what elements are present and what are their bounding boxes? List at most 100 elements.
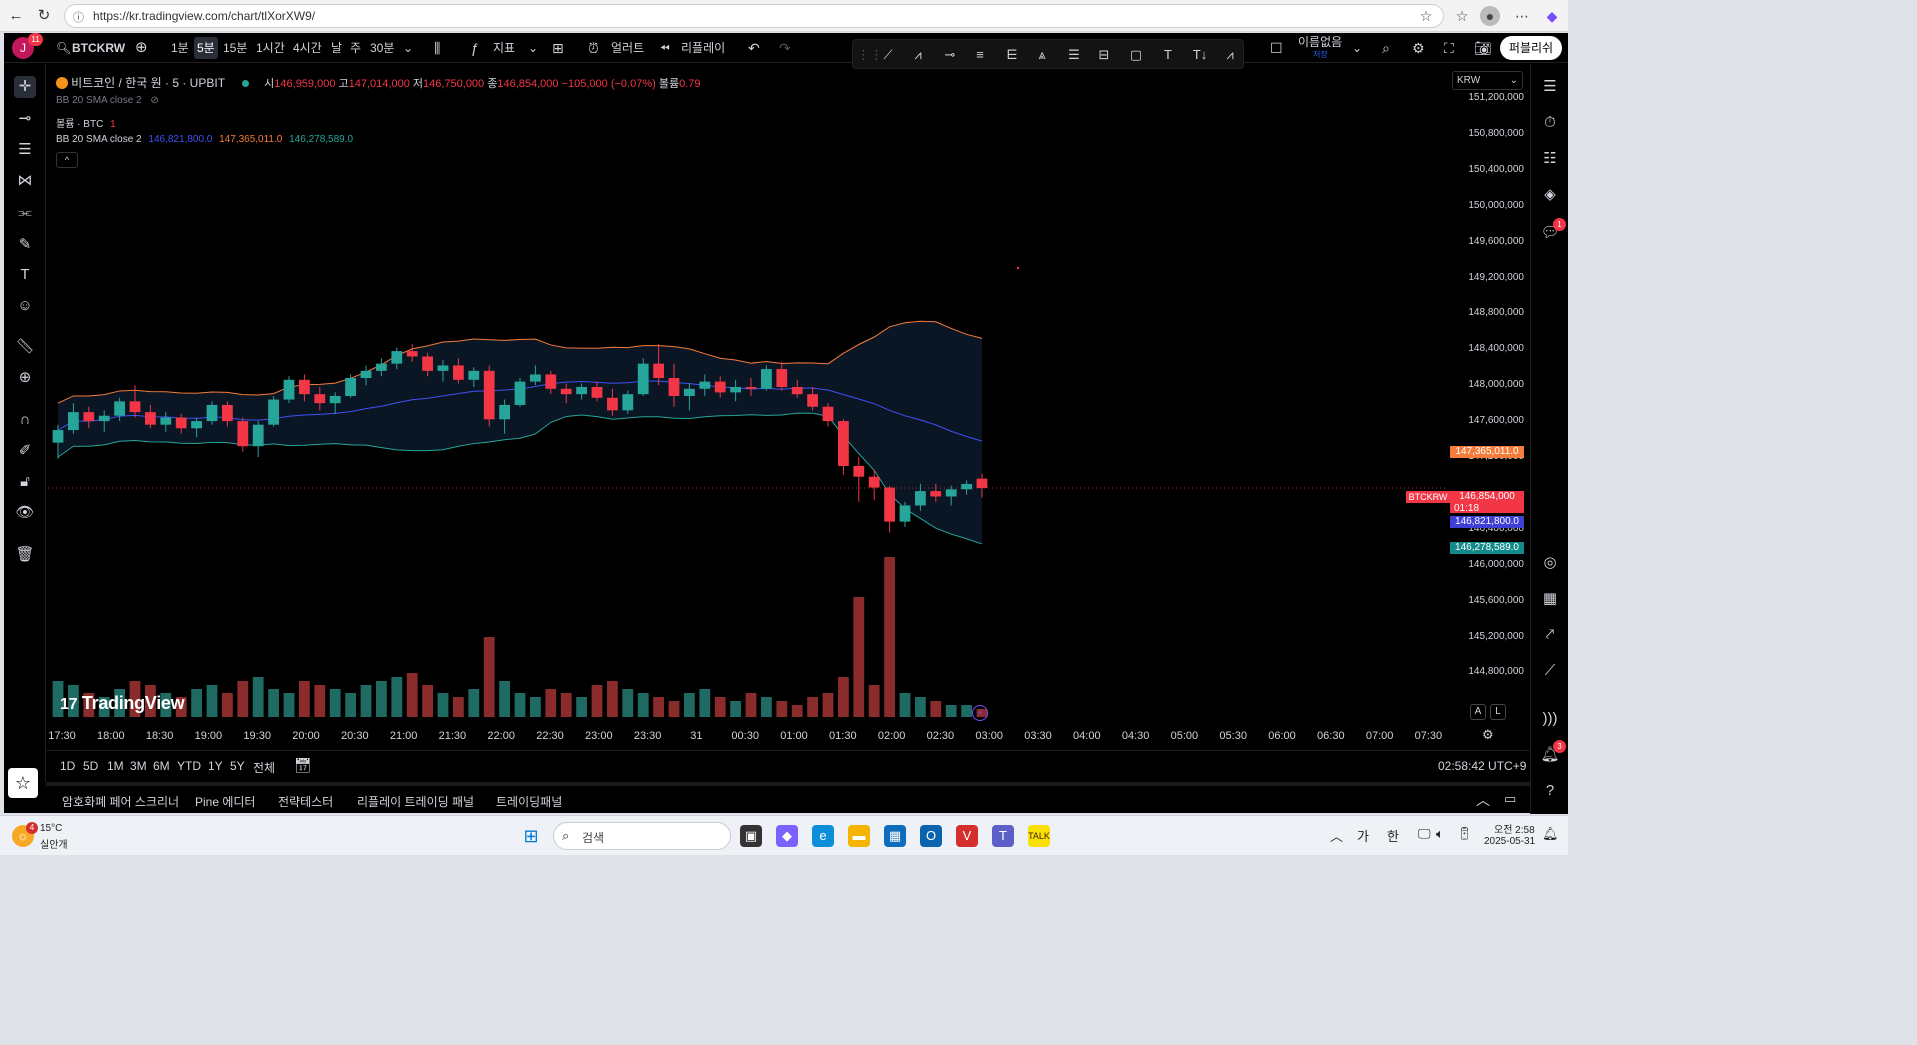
range-1d[interactable]: 1D [60, 759, 76, 773]
clock-timezone[interactable]: 02:58:42 UTC+9 [1438, 759, 1527, 773]
teams-icon[interactable]: T [992, 825, 1014, 847]
symbol-search-icon[interactable]: 🔍︎ [56, 41, 72, 55]
interval-day[interactable]: 날 [331, 41, 343, 55]
bb-hidden-legend[interactable]: BB 20 SMA close 2 ⊘ [56, 95, 159, 106]
stream-icon[interactable]: ⟋ [1544, 662, 1556, 679]
hide-drawings-icon[interactable]: 👁︎ [15, 504, 35, 521]
trend-line-tool-icon[interactable]: ⊸ [18, 110, 32, 127]
calendar-icon[interactable]: ▦ [1542, 590, 1558, 607]
settings-icon[interactable]: ⚙ [1412, 40, 1425, 56]
layout-dropdown-icon[interactable]: ⌄ [1352, 41, 1363, 55]
ideas-icon[interactable]: ⤤ [1545, 626, 1555, 643]
range-5y[interactable]: 5Y [230, 759, 245, 773]
signal-icon[interactable]: ))) [1542, 710, 1558, 727]
date-range-calendar-icon[interactable]: 📅︎ [294, 757, 312, 773]
notification-center-icon[interactable]: 🔔︎ [1542, 826, 1559, 841]
bookmark-star-icon[interactable]: ☆ [1419, 8, 1433, 24]
drag-handle-icon[interactable]: ⋮⋮ [857, 47, 883, 62]
quick-search-icon[interactable]: ⌕ [1382, 40, 1390, 56]
favorites-icon[interactable]: ☆ [1455, 8, 1469, 24]
kakaotalk-icon[interactable]: TALK [1028, 825, 1050, 847]
trash-icon[interactable]: 🗑︎ [15, 546, 35, 563]
fullscreen-icon[interactable]: ⛶ [1444, 40, 1454, 56]
crosshair-icon[interactable]: ✛ [14, 76, 36, 98]
layers-icon[interactable]: ◈ [1544, 186, 1556, 203]
path-icon[interactable]: ⩘ [914, 47, 922, 62]
vivaldi-icon[interactable]: V [956, 825, 978, 847]
symbol-title[interactable]: 비트코인 / 한국 원 · 5 · UPBIT [71, 76, 226, 90]
screenshot-icon[interactable]: 📷︎ [1474, 40, 1492, 56]
tab-trading-panel[interactable]: 트레이딩패널 [496, 795, 563, 809]
interval-dropdown-icon[interactable]: ⌄ [403, 41, 414, 55]
horizontal-ray-icon[interactable]: ⊸ [944, 47, 956, 62]
store-icon[interactable]: ▦ [884, 825, 906, 847]
site-info-icon[interactable]: ⓘ [73, 12, 84, 24]
indicators-icon[interactable]: ƒ [471, 40, 479, 56]
text-icon[interactable]: T [1164, 47, 1172, 62]
copilot-app-icon[interactable]: ◆ [776, 825, 798, 847]
taskbar-search[interactable]: ⌕ 검색 [553, 822, 731, 850]
zoom-in-icon[interactable]: ⊕ [18, 369, 32, 386]
pattern-icon[interactable]: ⩓ [1038, 47, 1046, 62]
object-tree-icon[interactable]: ☷ [1543, 150, 1557, 167]
redo-icon[interactable]: ↷ [779, 40, 791, 56]
layout-name[interactable]: 이름없음 [1298, 35, 1343, 49]
tab-replay-trading[interactable]: 리플레이 트레이딩 패널 [357, 795, 475, 809]
range-6m[interactable]: 6M [153, 759, 170, 773]
expand-panel-icon[interactable]: ︿ [1476, 792, 1490, 808]
range-1y[interactable]: 1Y [208, 759, 223, 773]
interval-15m[interactable]: 15분 [223, 41, 248, 55]
weather-desc[interactable]: 실안개 [40, 840, 68, 851]
emoji-tool-icon[interactable]: ☺ [17, 297, 33, 314]
taskbar-time[interactable]: 오전 2:58 [1494, 825, 1535, 836]
replay-icon[interactable]: ⏪︎ [660, 41, 670, 55]
watchlist-icon[interactable]: ☰ [1543, 78, 1557, 95]
windows-start-icon[interactable]: ⊞ [523, 826, 539, 846]
auto-scale-button[interactable]: A [1470, 704, 1486, 720]
weather-temp[interactable]: 15°C [40, 823, 63, 834]
alert-button[interactable]: 얼러트 [611, 41, 645, 55]
indicators-dropdown-icon[interactable]: ⌄ [528, 41, 539, 55]
tab-pine-editor[interactable]: Pine 에디터 [195, 795, 256, 809]
interval-4h[interactable]: 4시간 [293, 41, 322, 55]
undo-icon[interactable]: ↶ [748, 40, 760, 56]
go-to-realtime-icon[interactable]: ⚡ [972, 705, 988, 721]
price-chart[interactable] [48, 70, 1448, 732]
tradingview-watermark[interactable]: 17 TradingView [60, 693, 185, 714]
layout-save-label[interactable]: 저장 [1313, 50, 1328, 59]
address-bar[interactable]: ⓘ https://kr.tradingview.com/chart/tlXor… [64, 4, 1444, 28]
ime-mode-1[interactable]: 가 [1357, 829, 1369, 844]
back-icon[interactable]: ← [8, 7, 24, 24]
layout-checkbox-icon[interactable]: ☐ [1270, 40, 1283, 56]
volume-legend[interactable]: 볼륨 · BTC 1 [56, 115, 116, 130]
lock-icon[interactable]: 🔓︎ [20, 473, 30, 490]
more-icon[interactable]: ⋯ [1515, 8, 1529, 24]
favorites-star-button[interactable]: ☆ [8, 768, 38, 798]
reload-icon[interactable]: ↻ [37, 7, 51, 24]
tab-crypto-screener[interactable]: 암호화폐 페어 스크리너 [62, 795, 180, 809]
publish-button[interactable]: 퍼블리쉬 [1500, 36, 1562, 60]
tray-overflow-icon[interactable]: ︿ [1330, 829, 1344, 844]
compare-symbol-icon[interactable]: ⊕ [135, 39, 148, 56]
interval-1m[interactable]: 1분 [171, 41, 189, 55]
indicators-button[interactable]: 지표 [493, 41, 516, 55]
task-view-icon[interactable]: ▣ [740, 825, 762, 847]
battery-icon[interactable]: 🔋︎ [1456, 826, 1473, 841]
taskbar-date[interactable]: 2025-05-31 [1484, 836, 1536, 847]
range-ytd[interactable]: YTD [177, 759, 201, 773]
interval-5m[interactable]: 5분 [194, 37, 218, 59]
profile-icon[interactable]: ● [1480, 6, 1500, 26]
lock-drawing-icon[interactable]: ✐ [18, 442, 32, 459]
range-1m[interactable]: 1M [107, 759, 124, 773]
range-5d[interactable]: 5D [83, 759, 99, 773]
elliott-icon[interactable]: ⩘ [1226, 47, 1234, 62]
network-icon[interactable]: 🖵︎ [1418, 826, 1431, 841]
ime-mode-2[interactable]: 한 [1387, 829, 1399, 844]
alert-icon[interactable]: ⏰︎ [588, 40, 599, 56]
brush-tool-icon[interactable]: ✎ [18, 236, 32, 253]
help-icon[interactable]: ? [1545, 782, 1555, 799]
trend-line-icon[interactable]: ⟋ [883, 47, 893, 62]
bar-style-icon[interactable]: ⫼ [434, 40, 441, 56]
screener-icon[interactable]: ◎ [1543, 554, 1557, 571]
text-note-icon[interactable]: T↓ [1192, 47, 1208, 62]
